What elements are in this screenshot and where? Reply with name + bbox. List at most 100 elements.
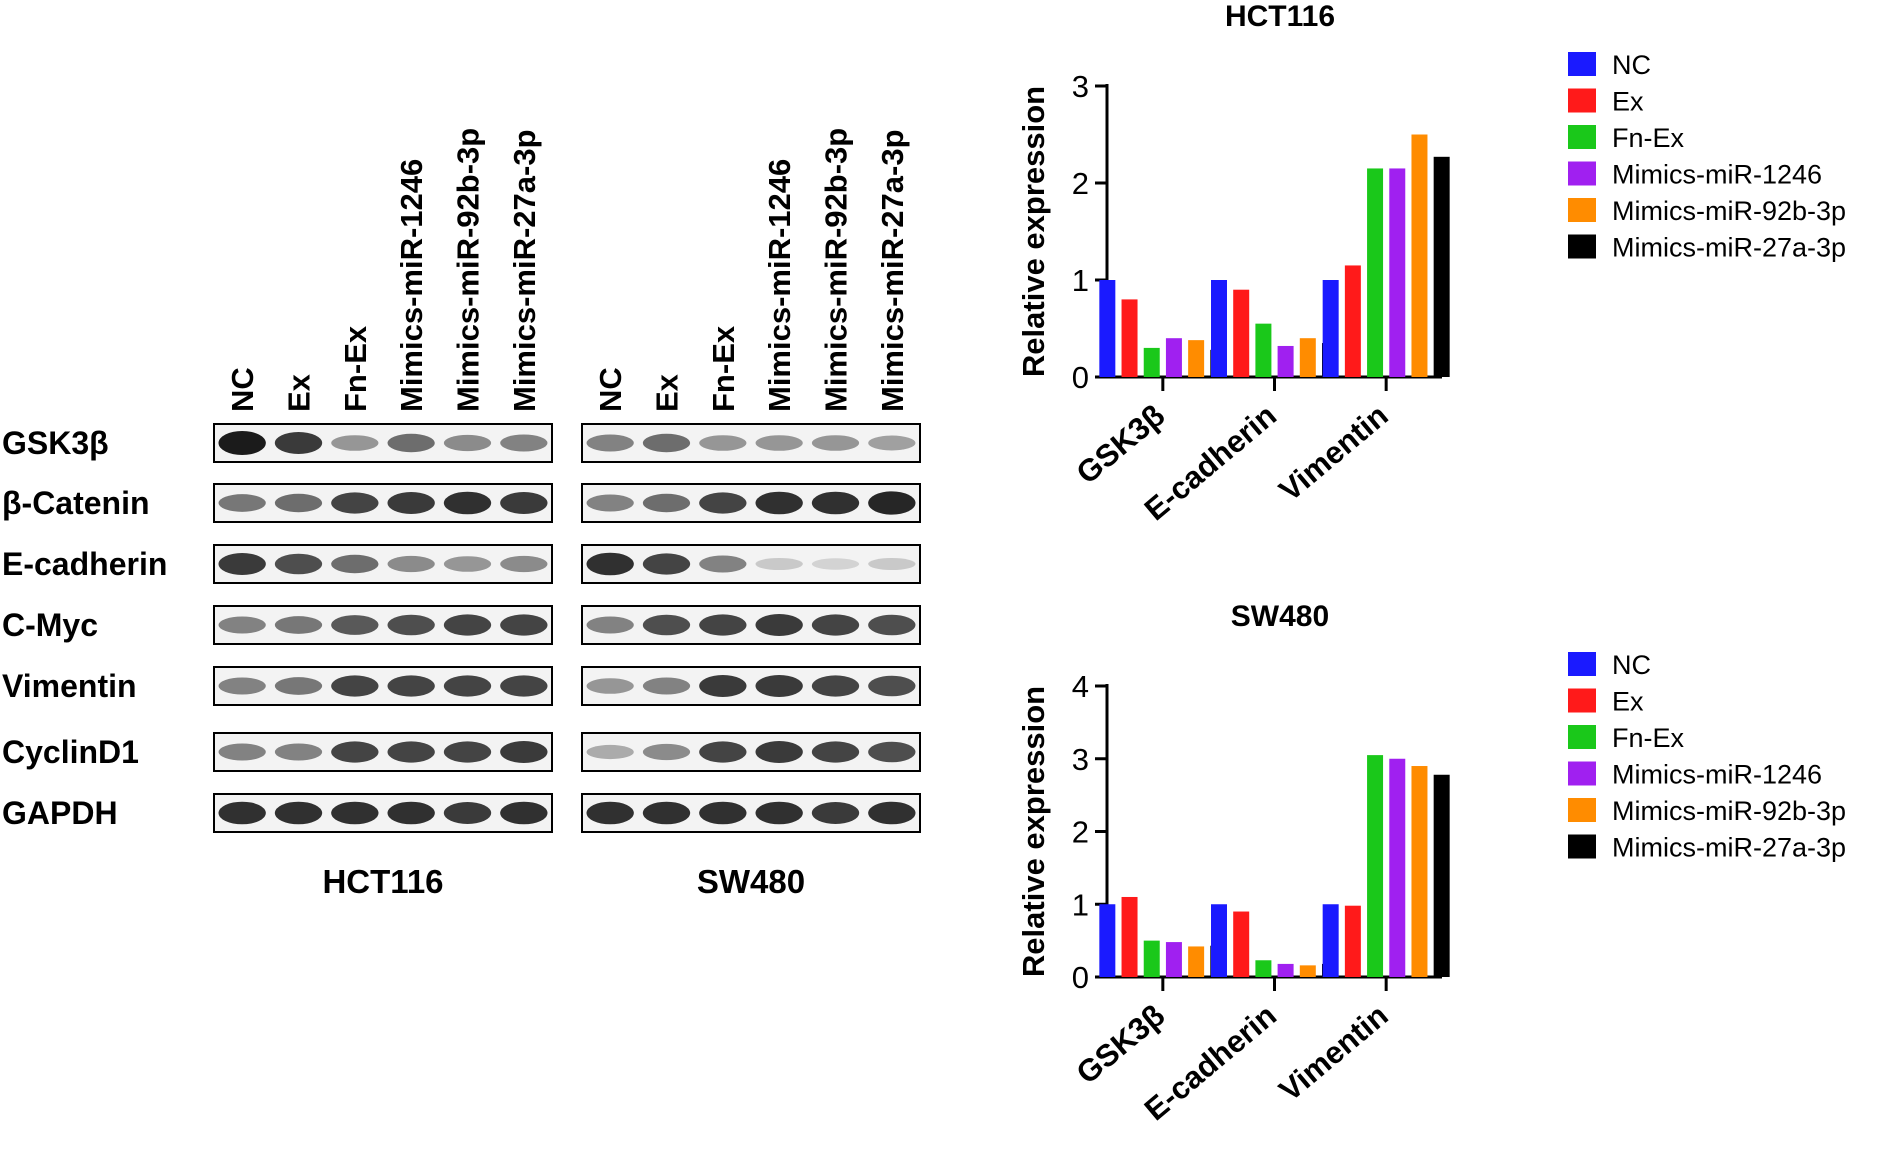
band-hct116-e-cadherin-ex: [274, 553, 323, 575]
y-axis-label-hct116: Relative expression: [1016, 86, 1051, 377]
legend-swatch-sw480-mimics-mir-1246: [1568, 761, 1596, 786]
band-sw480-gsk3beta-mimics-mir-27a-3p: [868, 435, 916, 451]
blot-strip-hct116-vimentin: [213, 666, 553, 706]
y-tick-label-hct116-3: 3: [1072, 69, 1089, 104]
band-sw480-gapdh-mimics-mir-92b-3p: [811, 802, 860, 824]
band-sw480-beta-catenin-mimics-mir-1246: [755, 491, 803, 515]
band-hct116-e-cadherin-mimics-mir-27a-3p: [500, 555, 548, 573]
band-sw480-e-cadherin-ex: [642, 553, 691, 575]
y-tick-label-sw480-0: 0: [1072, 960, 1089, 995]
bar-sw480-gsk3beta-ex: [1121, 896, 1138, 977]
legend-swatch-sw480-nc: [1568, 652, 1596, 676]
bar-charts-panel: HCT116 Relative expression 0 1 2 3 GSK3β E-cadh…: [960, 0, 1901, 1163]
legend-swatch-hct116-mimics-mir-1246: [1568, 161, 1596, 186]
bar-hct116-e-cadherin-fn-ex: [1255, 323, 1272, 377]
bar-sw480-gsk3beta-mimics-mir-1246: [1165, 942, 1182, 977]
band-sw480-e-cadherin-mimics-mir-27a-3p: [868, 557, 916, 571]
bar-sw480-gsk3beta-mimics-mir-92b-3p: [1188, 946, 1205, 977]
x-tick-label-sw480-gsk3beta: GSK3β: [1070, 998, 1172, 1091]
y-tick-label-sw480-4: 4: [1072, 669, 1089, 704]
band-sw480-gsk3beta-fn-ex: [699, 435, 747, 451]
band-hct116-c-myc-ex: [274, 616, 323, 634]
legend-label-hct116-fn-ex: Fn-Ex: [1612, 123, 1685, 153]
bar-hct116-gsk3beta-ex: [1121, 299, 1138, 377]
y-tick-label-hct116-0: 0: [1072, 360, 1089, 395]
bar-sw480-vimentin-nc: [1322, 904, 1339, 977]
protein-label-e-cadherin: E-cadherin: [2, 546, 167, 582]
lane-label-fn-ex: Fn-Ex: [338, 325, 373, 412]
band-hct116-gapdh-mimics-mir-1246: [387, 801, 435, 825]
band-hct116-vimentin-nc: [218, 677, 266, 695]
lane-label-nc: NC: [593, 367, 628, 412]
bar-sw480-e-cadherin-ex: [1233, 911, 1250, 977]
protein-label-gsk3beta: GSK3β: [2, 425, 109, 461]
band-hct116-c-myc-mimics-mir-1246: [387, 614, 435, 636]
legend-swatch-sw480-mimics-mir-92b-3p: [1568, 798, 1596, 822]
band-hct116-gsk3beta-fn-ex: [331, 435, 379, 451]
band-sw480-gsk3beta-nc: [586, 434, 634, 452]
chart-title-sw480: SW480: [1231, 600, 1329, 633]
bar-sw480-e-cadherin-mimics-mir-92b-3p: [1299, 965, 1316, 977]
protein-label-c-myc: C-Myc: [2, 607, 98, 643]
band-hct116-beta-catenin-mimics-mir-92b-3p: [443, 491, 492, 515]
legend-label-hct116-nc: NC: [1612, 50, 1651, 80]
band-sw480-cyclind1-fn-ex: [699, 741, 747, 763]
bar-hct116-e-cadherin-nc: [1211, 280, 1227, 377]
x-tick-label-hct116-vimentin: Vimentin: [1272, 398, 1394, 509]
legend-swatch-sw480-mimics-mir-27a-3p: [1568, 834, 1596, 859]
blot-strip-hct116-e-cadherin: [213, 544, 553, 584]
band-hct116-gapdh-fn-ex: [331, 801, 379, 825]
legend-label-sw480-nc: NC: [1612, 650, 1651, 680]
band-sw480-beta-catenin-mimics-mir-27a-3p: [868, 491, 916, 515]
chart-title-hct116: HCT116: [1225, 0, 1335, 33]
band-hct116-beta-catenin-mimics-mir-1246: [387, 492, 435, 514]
bar-hct116-e-cadherin-mimics-mir-1246: [1277, 345, 1294, 377]
legend-label-sw480-ex: Ex: [1612, 687, 1644, 717]
y-tick-label-sw480-1: 1: [1072, 887, 1089, 922]
lane-label-fn-ex: Fn-Ex: [706, 325, 741, 412]
band-sw480-gapdh-fn-ex: [699, 801, 747, 825]
legend-swatch-hct116-ex: [1568, 88, 1596, 113]
band-sw480-gapdh-ex: [642, 801, 691, 825]
band-hct116-gsk3beta-ex: [274, 432, 323, 454]
band-sw480-c-myc-ex: [642, 614, 691, 636]
band-hct116-cyclind1-ex: [274, 743, 323, 761]
western-blot-figure: GSK3β β-Catenin E-cadherin C-Myc Vimentin Cyc…: [2, 128, 921, 900]
band-hct116-beta-catenin-mimics-mir-27a-3p: [500, 492, 548, 514]
bar-sw480-vimentin-mimics-mir-27a-3p: [1433, 774, 1450, 977]
band-sw480-c-myc-nc: [586, 616, 634, 634]
band-sw480-beta-catenin-mimics-mir-92b-3p: [811, 491, 860, 515]
band-hct116-c-myc-nc: [218, 616, 266, 634]
band-hct116-vimentin-mimics-mir-27a-3p: [500, 675, 548, 697]
band-hct116-e-cadherin-mimics-mir-1246: [387, 555, 435, 573]
bar-sw480-e-cadherin-fn-ex: [1255, 960, 1272, 977]
band-sw480-gsk3beta-mimics-mir-1246: [755, 435, 803, 451]
band-sw480-gapdh-mimics-mir-1246: [755, 801, 803, 825]
y-tick-label-sw480-2: 2: [1072, 815, 1089, 850]
western-blot-panel: GSK3β β-Catenin E-cadherin C-Myc Vimentin Cyc…: [2, 128, 921, 900]
band-sw480-cyclind1-nc: [586, 744, 634, 760]
band-sw480-cyclind1-ex: [642, 743, 691, 761]
legend-swatch-hct116-mimics-mir-92b-3p: [1568, 198, 1596, 222]
band-sw480-gapdh-mimics-mir-27a-3p: [868, 801, 916, 825]
band-sw480-gsk3beta-mimics-mir-92b-3p: [811, 435, 860, 451]
lane-label-ex: Ex: [650, 373, 685, 412]
band-hct116-gapdh-nc: [218, 801, 266, 825]
band-sw480-vimentin-nc: [586, 678, 634, 694]
band-hct116-cyclind1-mimics-mir-27a-3p: [500, 741, 548, 763]
band-hct116-vimentin-mimics-mir-92b-3p: [443, 675, 492, 697]
lane-label-mimics-mir-92b-3p: Mimics-miR-92b-3p: [451, 128, 486, 412]
band-sw480-cyclind1-mimics-mir-27a-3p: [868, 741, 916, 763]
y-tick-label-hct116-1: 1: [1072, 263, 1089, 298]
band-sw480-cyclind1-mimics-mir-1246: [755, 741, 803, 763]
bar-sw480-vimentin-ex: [1344, 905, 1361, 977]
band-sw480-c-myc-mimics-mir-92b-3p: [811, 614, 860, 636]
bar-hct116-gsk3beta-fn-ex: [1143, 347, 1160, 377]
band-hct116-beta-catenin-ex: [274, 493, 323, 513]
band-sw480-gapdh-nc: [586, 801, 634, 825]
band-sw480-c-myc-mimics-mir-27a-3p: [868, 614, 916, 636]
lane-label-nc: NC: [225, 367, 260, 412]
band-sw480-e-cadherin-fn-ex: [699, 555, 747, 573]
y-tick-label-sw480-3: 3: [1072, 742, 1089, 777]
